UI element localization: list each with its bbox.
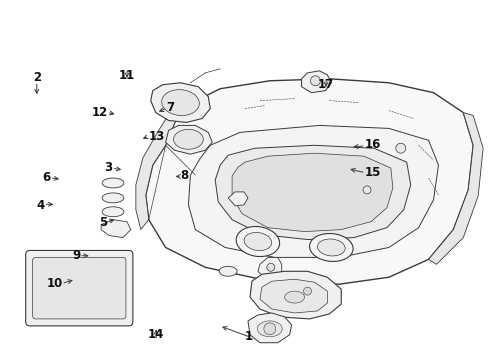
Text: 12: 12 xyxy=(91,105,107,119)
Text: 4: 4 xyxy=(36,198,44,212)
Ellipse shape xyxy=(173,129,203,149)
Polygon shape xyxy=(228,192,247,206)
Polygon shape xyxy=(136,109,180,230)
Ellipse shape xyxy=(236,226,279,257)
Text: 13: 13 xyxy=(148,130,164,143)
Ellipse shape xyxy=(244,233,271,251)
Text: 3: 3 xyxy=(104,161,112,174)
Polygon shape xyxy=(249,271,341,319)
Polygon shape xyxy=(215,145,410,239)
Circle shape xyxy=(362,186,370,194)
Text: 16: 16 xyxy=(364,139,381,152)
Polygon shape xyxy=(150,83,210,122)
Polygon shape xyxy=(247,313,291,343)
Text: 7: 7 xyxy=(165,102,174,114)
Polygon shape xyxy=(427,113,482,264)
FancyBboxPatch shape xyxy=(26,251,133,326)
Polygon shape xyxy=(145,79,472,284)
Text: 15: 15 xyxy=(364,166,381,179)
Polygon shape xyxy=(101,220,131,238)
Circle shape xyxy=(303,287,311,295)
Ellipse shape xyxy=(309,234,352,261)
Text: 14: 14 xyxy=(148,328,164,342)
Polygon shape xyxy=(232,153,392,231)
Polygon shape xyxy=(165,125,212,154)
Polygon shape xyxy=(188,125,438,257)
Text: 5: 5 xyxy=(99,216,107,229)
Ellipse shape xyxy=(317,239,345,256)
Polygon shape xyxy=(257,257,281,277)
Text: 1: 1 xyxy=(244,330,252,343)
Ellipse shape xyxy=(219,266,237,276)
Text: 17: 17 xyxy=(317,78,333,91)
Circle shape xyxy=(264,323,275,335)
Ellipse shape xyxy=(102,207,123,217)
Ellipse shape xyxy=(102,193,123,203)
Text: 10: 10 xyxy=(46,277,62,290)
Text: 8: 8 xyxy=(180,169,188,182)
Text: 6: 6 xyxy=(42,171,50,184)
Text: 11: 11 xyxy=(119,68,135,82)
Ellipse shape xyxy=(102,178,123,188)
Text: 2: 2 xyxy=(33,71,41,84)
Polygon shape xyxy=(301,71,331,93)
Ellipse shape xyxy=(162,90,199,116)
Ellipse shape xyxy=(257,321,282,337)
FancyBboxPatch shape xyxy=(33,257,126,319)
Ellipse shape xyxy=(284,291,304,303)
Text: 9: 9 xyxy=(72,249,81,262)
Circle shape xyxy=(266,264,274,271)
Circle shape xyxy=(395,143,405,153)
Polygon shape xyxy=(259,279,326,313)
Circle shape xyxy=(310,76,320,86)
